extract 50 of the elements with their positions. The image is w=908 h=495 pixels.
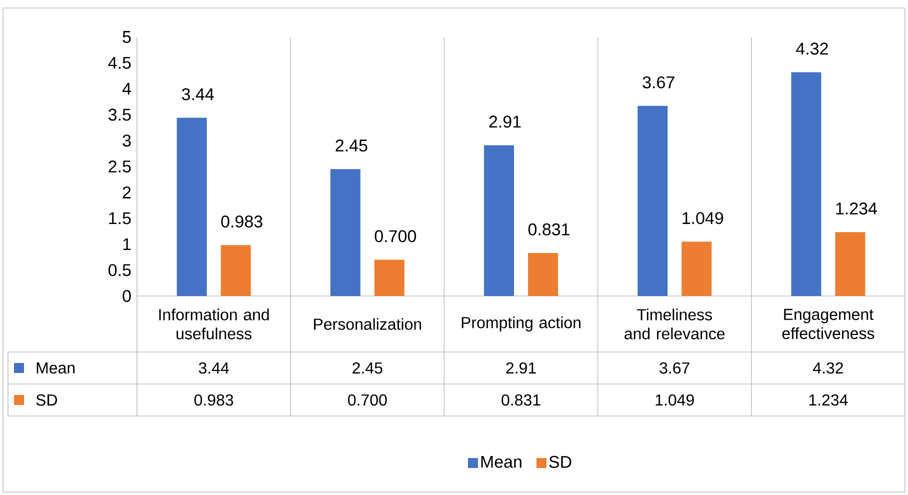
y-tick-label: 3 [122, 134, 131, 147]
data-label: 3.67 [660, 362, 690, 374]
text: 0.700 [374, 230, 416, 242]
y-tick-label: 2.5 [108, 160, 131, 173]
bar [374, 260, 404, 296]
legend-label: Mean [36, 362, 75, 374]
data-label: 2.45 [352, 362, 382, 374]
y-tick-label: 5 [122, 31, 131, 43]
data-label: 4.32 [813, 362, 843, 374]
text: 3.44 [182, 88, 214, 100]
x-tick-label: Information and usefulness [159, 308, 269, 340]
x-tick-label: Prompting action [462, 316, 580, 332]
text: SD [36, 394, 58, 406]
text: Mean [481, 456, 522, 468]
y-tick-label: 0.5 [108, 264, 131, 276]
y-tick-label: 1.5 [109, 212, 131, 224]
y-tick-label: 4.5 [108, 56, 131, 69]
data-label: 2.91 [506, 362, 536, 374]
data-label: 0.983 [194, 394, 234, 406]
bar [791, 72, 822, 296]
text: 1.234 [836, 202, 877, 215]
data-label: 1.049 [656, 394, 694, 406]
text: 1.049 [682, 212, 724, 224]
text: 2.45 [336, 140, 368, 152]
bar [484, 145, 514, 296]
text: 4.32 [796, 42, 828, 55]
x-tick-label: Personalization [314, 318, 422, 330]
bar [330, 169, 360, 296]
bar [682, 242, 712, 296]
x-tick-label: Timeliness and relevance [624, 308, 725, 340]
text: 0.831 [528, 223, 570, 236]
y-tick-label: 0 [122, 290, 131, 302]
text: 2.91 [489, 116, 521, 128]
data-label: 3.44 [198, 362, 229, 374]
bar [528, 252, 558, 296]
bar [638, 106, 668, 296]
y-tick-label: 2 [122, 186, 131, 198]
data-label: 0.831 [502, 394, 540, 406]
x-tick-label: Engagement effectiveness [782, 308, 874, 340]
data-label: 1.234 [809, 394, 848, 406]
y-tick-label: 3.5 [108, 108, 131, 121]
data-label: 0.700 [348, 394, 387, 406]
y-tick-label: 4 [122, 82, 131, 95]
text: 3.67 [642, 76, 674, 88]
bar [835, 232, 866, 296]
bar [220, 245, 251, 296]
y-tick-label: 1 [123, 238, 131, 250]
legend-label: SD [549, 456, 572, 468]
bar [176, 118, 207, 296]
text: 0.983 [221, 215, 262, 228]
